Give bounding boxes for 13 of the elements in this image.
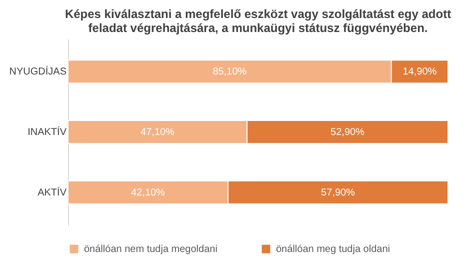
- legend-label: önállóan nem tudja megoldani: [84, 244, 218, 255]
- data-label: 14,90%: [402, 66, 437, 78]
- legend-label: önállóan meg tudja oldani: [276, 244, 390, 255]
- text: feladat végrehajtására, a munkaügyi státusz függvényében.: [88, 21, 428, 35]
- y-tick-label: NYUGDÍJAS: [9, 66, 67, 78]
- text: Képes kiválasztani a megfelelő eszközt vagy szolgáltatást egy adott: [64, 7, 452, 21]
- data-label: 47,10%: [140, 127, 175, 138]
- data-label: 52,90%: [330, 127, 365, 138]
- data-label: 85,10%: [212, 66, 247, 78]
- data-label: 57,90%: [321, 187, 356, 198]
- data-label: 42,10%: [131, 187, 166, 198]
- y-tick-label: INAKTÍV: [28, 126, 67, 138]
- y-tick-label: AKTÍV: [38, 186, 67, 198]
